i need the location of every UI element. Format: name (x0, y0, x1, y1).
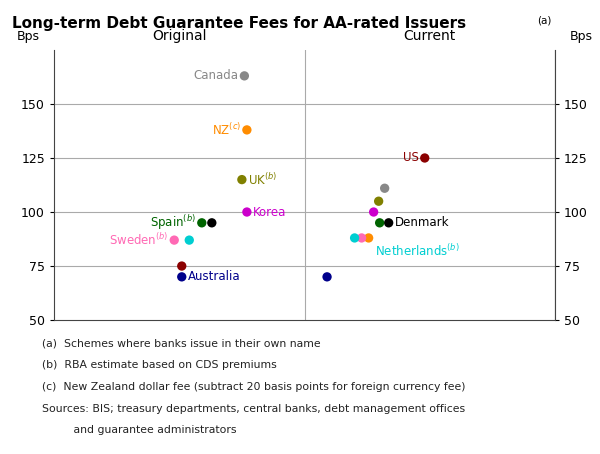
Text: NZ$^{(c)}$: NZ$^{(c)}$ (212, 122, 241, 138)
Text: (a)  Schemes where banks issue in their own name: (a) Schemes where banks issue in their o… (42, 338, 320, 348)
Text: US: US (403, 152, 419, 164)
Text: Canada: Canada (193, 69, 238, 82)
Text: (b)  RBA estimate based on CDS premiums: (b) RBA estimate based on CDS premiums (42, 360, 277, 370)
Text: Australia: Australia (188, 270, 241, 283)
Point (237, 176, 247, 183)
Point (322, 273, 332, 281)
Text: Original: Original (152, 29, 206, 43)
Point (420, 154, 430, 162)
Text: Sources: BIS; treasury departments, central banks, debt management offices: Sources: BIS; treasury departments, cent… (42, 404, 465, 414)
Point (369, 208, 379, 216)
Text: Long-term Debt Guarantee Fees for AA-rated Issuers: Long-term Debt Guarantee Fees for AA-rat… (12, 16, 466, 31)
Point (239, 72, 249, 79)
Point (374, 197, 383, 205)
Point (375, 219, 385, 227)
Point (177, 262, 187, 270)
Text: Current: Current (404, 29, 456, 43)
Text: Spain$^{(b)}$: Spain$^{(b)}$ (150, 213, 196, 232)
Point (184, 237, 194, 244)
Point (177, 273, 187, 281)
Text: and guarantee administrators: and guarantee administrators (42, 425, 236, 435)
Text: Bps: Bps (569, 30, 593, 43)
Point (364, 234, 373, 242)
Point (357, 234, 367, 242)
Point (242, 126, 251, 133)
Text: Bps: Bps (16, 30, 40, 43)
Text: UK$^{(b)}$: UK$^{(b)}$ (248, 172, 277, 188)
Text: (c)  New Zealand dollar fee (subtract 20 basis points for foreign currency fee): (c) New Zealand dollar fee (subtract 20 … (42, 382, 466, 392)
Text: (a): (a) (537, 16, 551, 26)
Text: Korea: Korea (253, 206, 286, 218)
Point (380, 185, 389, 192)
Text: Sweden$^{(b)}$: Sweden$^{(b)}$ (109, 232, 168, 248)
Point (384, 219, 394, 227)
Text: Netherlands$^{(b)}$: Netherlands$^{(b)}$ (374, 243, 460, 259)
Point (242, 208, 251, 216)
Point (169, 237, 179, 244)
Point (197, 219, 206, 227)
Point (207, 219, 217, 227)
Point (350, 234, 359, 242)
Text: Denmark: Denmark (395, 216, 449, 229)
